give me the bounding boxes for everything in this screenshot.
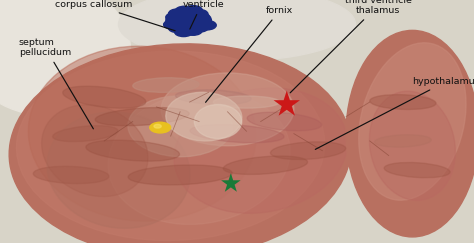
- Ellipse shape: [174, 88, 347, 213]
- Circle shape: [184, 26, 202, 35]
- Ellipse shape: [161, 73, 294, 146]
- Ellipse shape: [384, 163, 450, 178]
- Ellipse shape: [369, 91, 456, 200]
- Ellipse shape: [9, 44, 351, 243]
- Ellipse shape: [370, 95, 436, 110]
- Circle shape: [175, 6, 193, 16]
- Ellipse shape: [95, 108, 189, 126]
- Ellipse shape: [175, 90, 251, 105]
- Circle shape: [190, 23, 209, 32]
- Ellipse shape: [128, 96, 232, 157]
- Point: [227, 182, 235, 185]
- Circle shape: [166, 16, 184, 25]
- Ellipse shape: [194, 104, 242, 139]
- Ellipse shape: [128, 165, 232, 185]
- Text: septum
pellucidum: septum pellucidum: [19, 38, 93, 129]
- Text: lateral
ventricle: lateral ventricle: [183, 0, 225, 29]
- Ellipse shape: [247, 112, 322, 131]
- Ellipse shape: [374, 135, 431, 147]
- Ellipse shape: [271, 142, 346, 159]
- Circle shape: [184, 6, 202, 15]
- Ellipse shape: [63, 86, 146, 108]
- Ellipse shape: [359, 43, 466, 200]
- Circle shape: [169, 9, 187, 18]
- Ellipse shape: [47, 112, 190, 228]
- Ellipse shape: [86, 140, 180, 161]
- Circle shape: [154, 124, 161, 128]
- Circle shape: [193, 16, 211, 25]
- Circle shape: [150, 122, 171, 133]
- Circle shape: [168, 23, 186, 33]
- Ellipse shape: [133, 78, 199, 92]
- Ellipse shape: [0, 0, 130, 115]
- Text: third ventricle
thalamus: third ventricle thalamus: [290, 0, 412, 93]
- Circle shape: [191, 13, 210, 22]
- Ellipse shape: [33, 166, 109, 184]
- Text: fornix: fornix: [206, 6, 293, 102]
- Circle shape: [164, 20, 182, 29]
- Ellipse shape: [53, 126, 118, 142]
- Ellipse shape: [17, 51, 325, 241]
- Circle shape: [198, 21, 216, 30]
- Ellipse shape: [28, 46, 256, 221]
- Ellipse shape: [108, 91, 290, 225]
- Ellipse shape: [213, 96, 280, 108]
- Ellipse shape: [166, 92, 242, 141]
- Circle shape: [190, 9, 208, 19]
- Text: hypothalamus: hypothalamus: [315, 77, 474, 149]
- Ellipse shape: [190, 125, 284, 143]
- Circle shape: [166, 9, 211, 32]
- Text: corpus callosum: corpus callosum: [55, 0, 175, 31]
- Ellipse shape: [42, 105, 148, 197]
- Circle shape: [166, 13, 184, 22]
- Ellipse shape: [346, 30, 474, 237]
- Ellipse shape: [118, 0, 356, 61]
- Circle shape: [174, 27, 193, 37]
- Ellipse shape: [223, 156, 308, 174]
- Point: [283, 103, 291, 106]
